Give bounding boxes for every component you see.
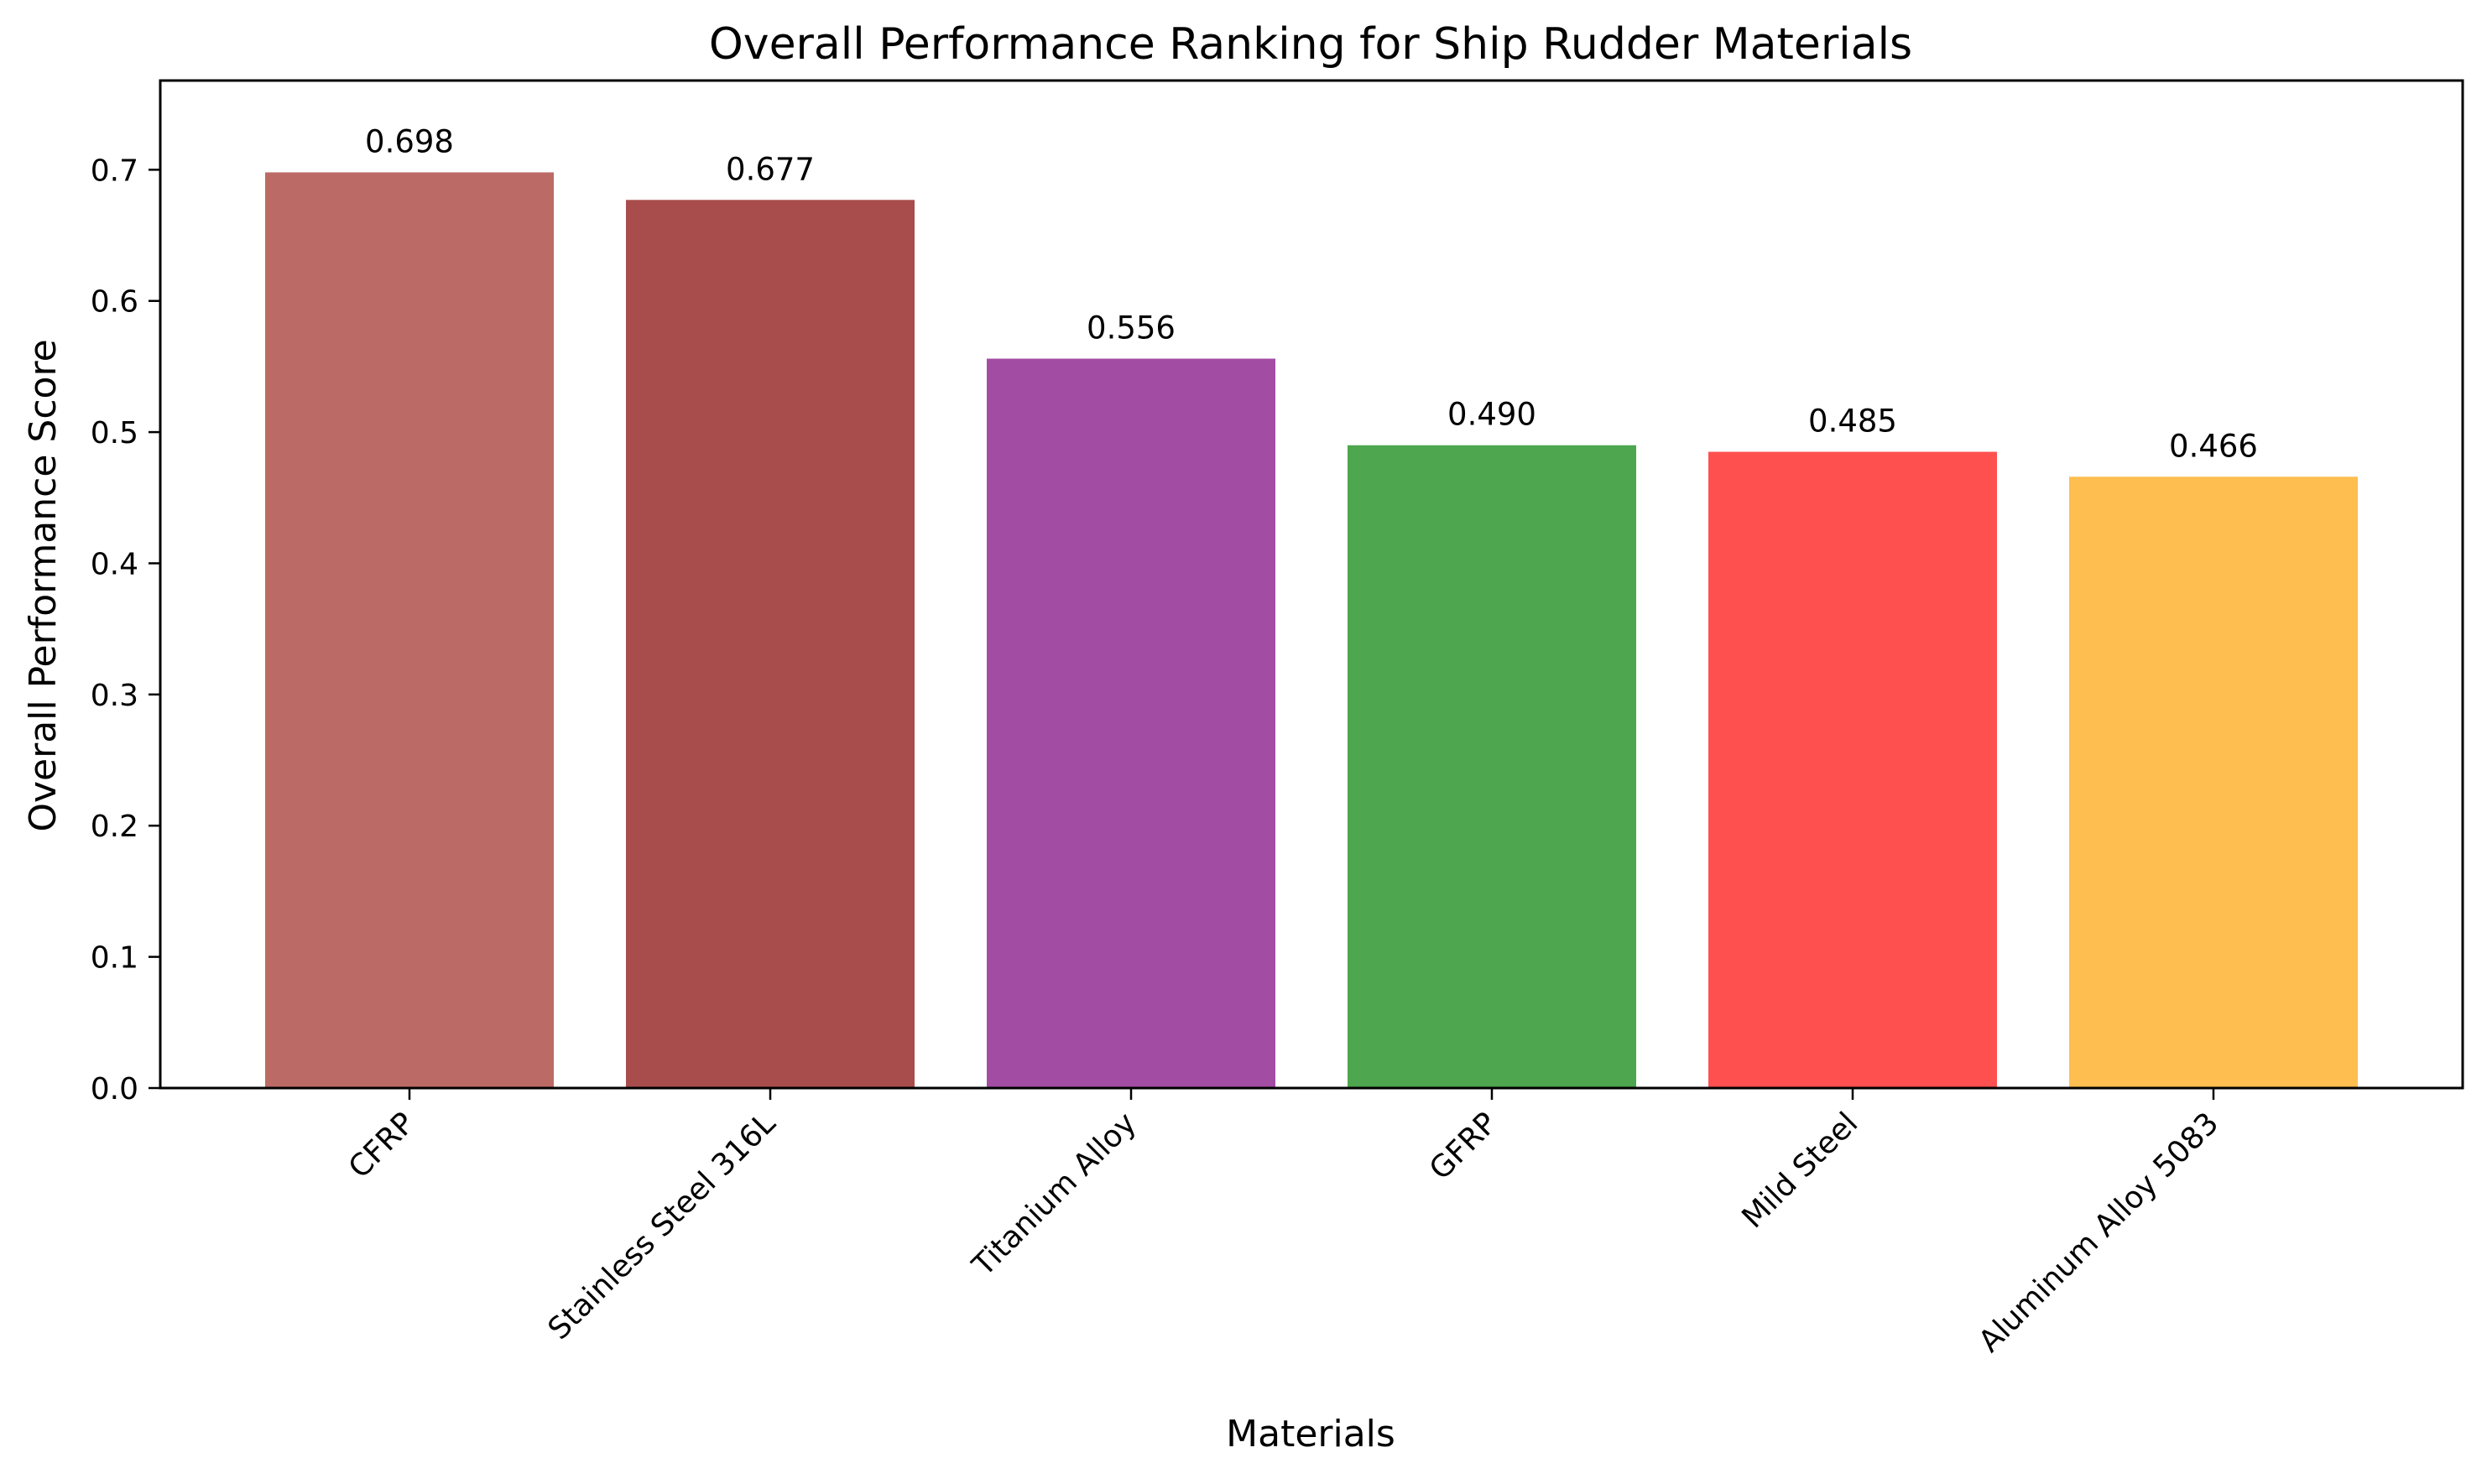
y-tick-label-0: 0.0 [91,1072,138,1106]
chart-title: Overall Performance Ranking for Ship Rud… [709,19,1912,70]
bar-0 [265,172,554,1088]
bar-4 [1708,451,1997,1088]
bar-1 [626,200,915,1088]
y-tick-label-1: 0.1 [91,941,138,976]
y-tick-label-2: 0.2 [91,810,138,844]
x-axis-label: Materials [1226,1413,1395,1455]
y-tick-label-5: 0.5 [91,416,138,450]
bar-5 [2069,476,2358,1088]
bar-3 [1348,445,1636,1088]
y-tick-label-6: 0.6 [91,285,138,320]
bars-layer [265,172,2358,1089]
value-label-3: 0.490 [1447,397,1536,433]
value-label-1: 0.677 [726,151,815,187]
value-label-5: 0.466 [2169,428,2258,464]
value-label-2: 0.556 [1087,310,1176,346]
y-tick-label-4: 0.4 [91,547,138,581]
value-label-4: 0.485 [1808,404,1897,440]
value-label-0: 0.698 [365,123,454,159]
plot-frame [159,79,2464,1090]
y-tick-label-3: 0.3 [91,679,138,713]
value-labels-layer: 0.698 0.677 0.556 0.490 0.485 0.466 [365,123,2258,464]
y-tick-label-7: 0.7 [91,154,138,188]
y-axis: 0.0 0.1 0.2 0.3 0.4 0.5 0.6 0.7 [91,154,160,1106]
y-axis-label: Overall Performance Score [22,339,65,831]
bar-2 [987,358,1275,1089]
